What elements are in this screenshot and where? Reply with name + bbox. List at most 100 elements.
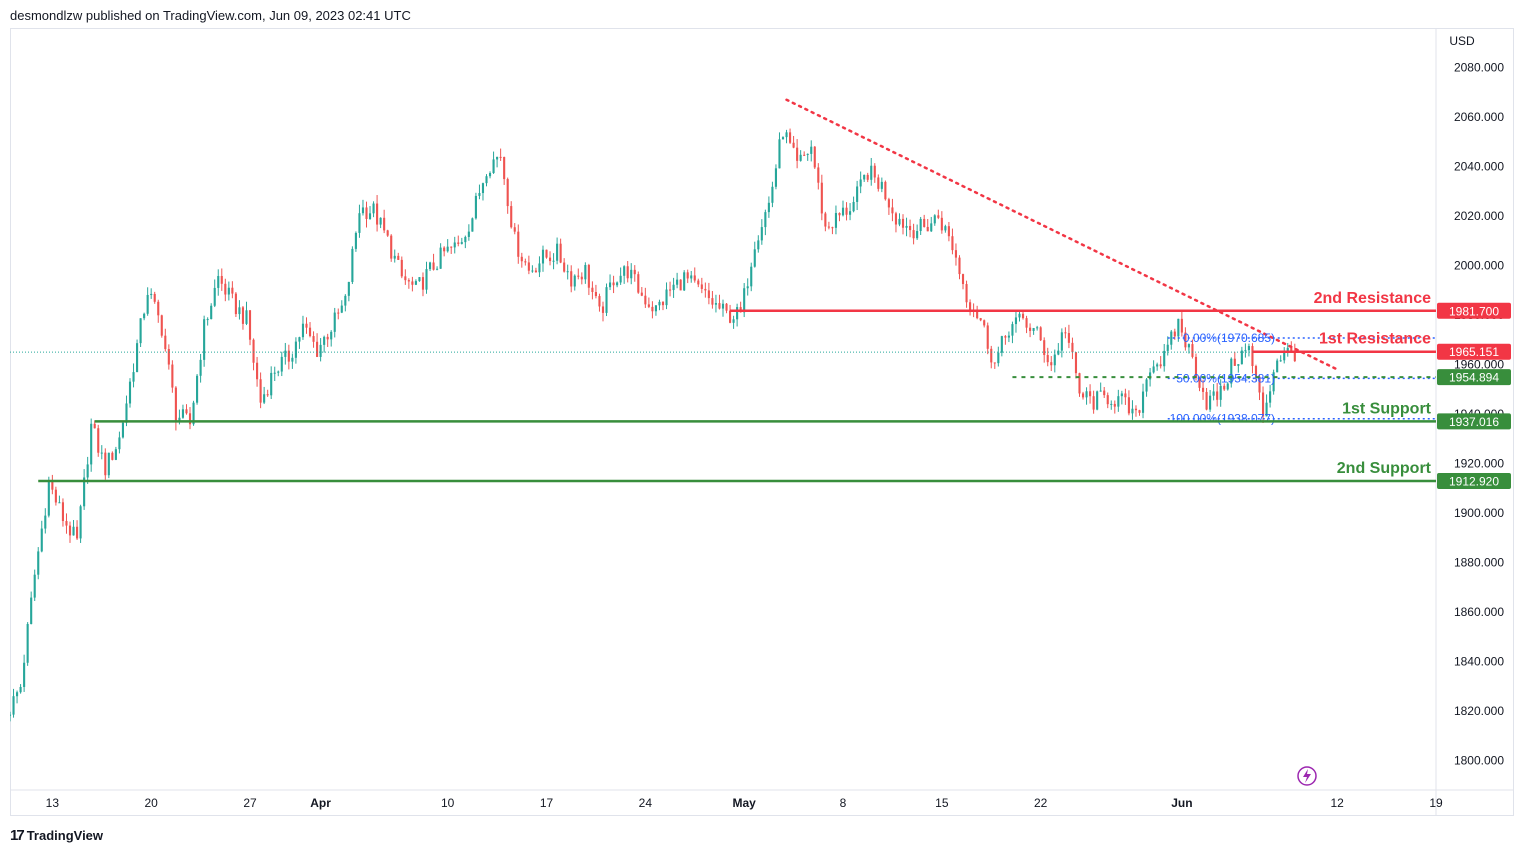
candle-body [647,304,650,307]
price-tag [1437,343,1511,360]
candle-body [1279,360,1282,362]
y-tick-label: 2000.000 [1454,259,1504,273]
candle-body [598,296,601,307]
candle-body [736,307,739,320]
y-tick-label: 1840.000 [1454,654,1504,668]
x-tick-label: 19 [1429,796,1443,810]
candle-body [79,506,82,539]
candle-body [894,213,898,225]
candle-body [1131,408,1134,414]
candle-body [997,352,1000,364]
candle-body [263,394,266,403]
candle-body [665,289,668,306]
trendline-resistance[interactable] [785,98,1339,371]
candle-body [1138,410,1141,413]
y-tick-label: 1820.000 [1454,704,1504,718]
candle-body [729,310,732,323]
price-tag [1437,472,1511,489]
candle-body [192,402,195,425]
candle-body [326,336,329,340]
footer-brand[interactable]: 17 TradingView [10,826,103,844]
candle-body [1261,392,1265,417]
price-tag [1437,369,1511,386]
candle-body [556,243,559,261]
resistance-label: 1st Resistance [1319,331,1431,348]
candle-body [1191,344,1194,357]
candle-body [986,325,989,349]
y-tick-label: 1800.000 [1454,753,1504,767]
candle-body [217,276,220,288]
candle-body [912,230,915,239]
price-tag-label: 1965.151 [1449,345,1499,359]
candle-body [866,174,869,180]
price-chart[interactable]: USD 1800.000 1820.000 1840.000 1860.000 1880.… [10,28,1514,816]
candle-body [1149,372,1152,380]
resistance-label: 2nd Resistance [1314,290,1431,307]
x-tick-label: 12 [1330,796,1344,810]
candle-body [859,179,862,187]
candle-body [171,364,174,388]
lightning-icon-glyph [1303,769,1311,783]
candle-body [1240,350,1243,365]
candle-body [100,452,103,454]
candle-body [213,287,216,306]
x-tick-label: 13 [46,796,60,810]
candle-body [640,292,643,296]
candle-body [552,260,555,262]
candle-body [1050,362,1053,366]
chart-panel[interactable]: USD 1800.000 1820.000 1840.000 1860.000 1880.… [10,28,1514,816]
candle-body [316,341,319,357]
candle-body [923,218,926,227]
candle-body [951,236,954,251]
candle-body [72,526,75,536]
y-tick-label: 1860.000 [1454,605,1504,619]
y-tick-label: 2040.000 [1454,160,1504,174]
price-tag [1437,302,1511,319]
lightning-icon[interactable] [1297,766,1317,786]
candle-body [206,319,209,321]
candle-body [612,282,615,286]
candle-body [121,422,125,438]
candle-body [993,362,996,364]
candle-body [238,307,241,315]
candle-body [1156,364,1159,367]
candle-body [661,301,665,306]
candle-body [1276,360,1279,373]
candle-body [372,203,375,214]
candle-body [245,310,248,324]
candle-body [817,167,820,183]
candle-body [1283,350,1286,361]
candle-body [143,313,146,319]
candle-body [330,331,333,340]
candle-body [873,165,876,178]
x-tick-label: Jun [1171,796,1192,810]
candle-body [803,154,806,156]
candle-body [676,279,679,285]
candle-body [1219,385,1222,400]
candle-body [1103,390,1106,396]
candle-body [834,212,838,228]
candle-body [150,293,153,295]
candle-body [584,264,587,280]
candle-body [965,284,968,303]
candle-body [333,312,336,332]
candle-body [1201,387,1205,392]
candle-body [863,174,866,180]
y-tick-label: 2080.000 [1454,61,1504,75]
candle-body [672,284,675,291]
candle-body [1145,379,1148,392]
candle-body [76,526,79,539]
candle-body [792,142,795,148]
candle-body [513,227,516,232]
candle-body [1269,391,1272,403]
candle-body [721,303,725,309]
candle-body [361,207,365,214]
x-tick-label: 24 [639,796,653,810]
candle-body [524,261,527,263]
candle-body [280,356,283,372]
candle-body [958,257,961,275]
candle-body [266,394,269,396]
candle-body [1113,403,1116,407]
tradingview-logo-icon: 17 [10,826,25,844]
candle-body [499,156,502,158]
